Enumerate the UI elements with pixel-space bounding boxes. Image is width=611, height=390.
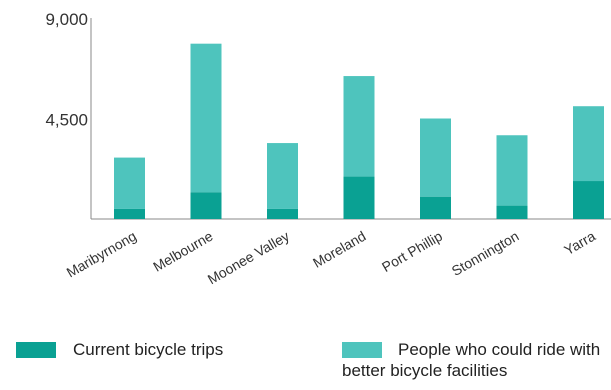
x-tick-label: Moonee Valley bbox=[205, 228, 292, 288]
legend-swatch-current bbox=[16, 342, 56, 358]
bar-current-melbourne bbox=[190, 192, 222, 219]
x-tick-label: Maribyrnong bbox=[64, 228, 139, 281]
legend-label-potential: People who could ride with better bicycl… bbox=[342, 340, 601, 380]
bar-potential-melbourne bbox=[190, 43, 222, 193]
bar-current-moreland bbox=[343, 176, 375, 219]
bar-current-moonee-valley bbox=[267, 208, 298, 219]
bar-potential-maribyrnong bbox=[114, 157, 145, 209]
y-ticks-group: 9,000 4,500 bbox=[45, 10, 88, 130]
bar-potential-moonee-valley bbox=[267, 143, 298, 209]
bar-current-stonnington bbox=[496, 205, 528, 219]
y-tick-label: 4,500 bbox=[45, 111, 88, 130]
legend-swatch-potential bbox=[342, 342, 382, 358]
x-tick-label: Yarra bbox=[561, 228, 598, 259]
bar-current-yarra bbox=[573, 181, 604, 219]
bar-current-maribyrnong bbox=[114, 208, 145, 219]
x-tick-label: Stonnington bbox=[449, 228, 522, 279]
x-tick-label: Port Phillip bbox=[379, 228, 445, 275]
legend-label-current: Current bicycle trips bbox=[73, 340, 224, 359]
bar-potential-port-phillip bbox=[420, 118, 451, 197]
x-tick-label: Moreland bbox=[310, 228, 369, 271]
bars-group bbox=[114, 43, 604, 219]
bar-potential-stonnington bbox=[496, 135, 528, 206]
bar-potential-moreland bbox=[343, 76, 375, 177]
bar-current-port-phillip bbox=[420, 196, 451, 219]
x-tick-label: Melbourne bbox=[150, 228, 215, 275]
bar-potential-yarra bbox=[573, 106, 604, 182]
y-tick-label: 9,000 bbox=[45, 10, 88, 29]
